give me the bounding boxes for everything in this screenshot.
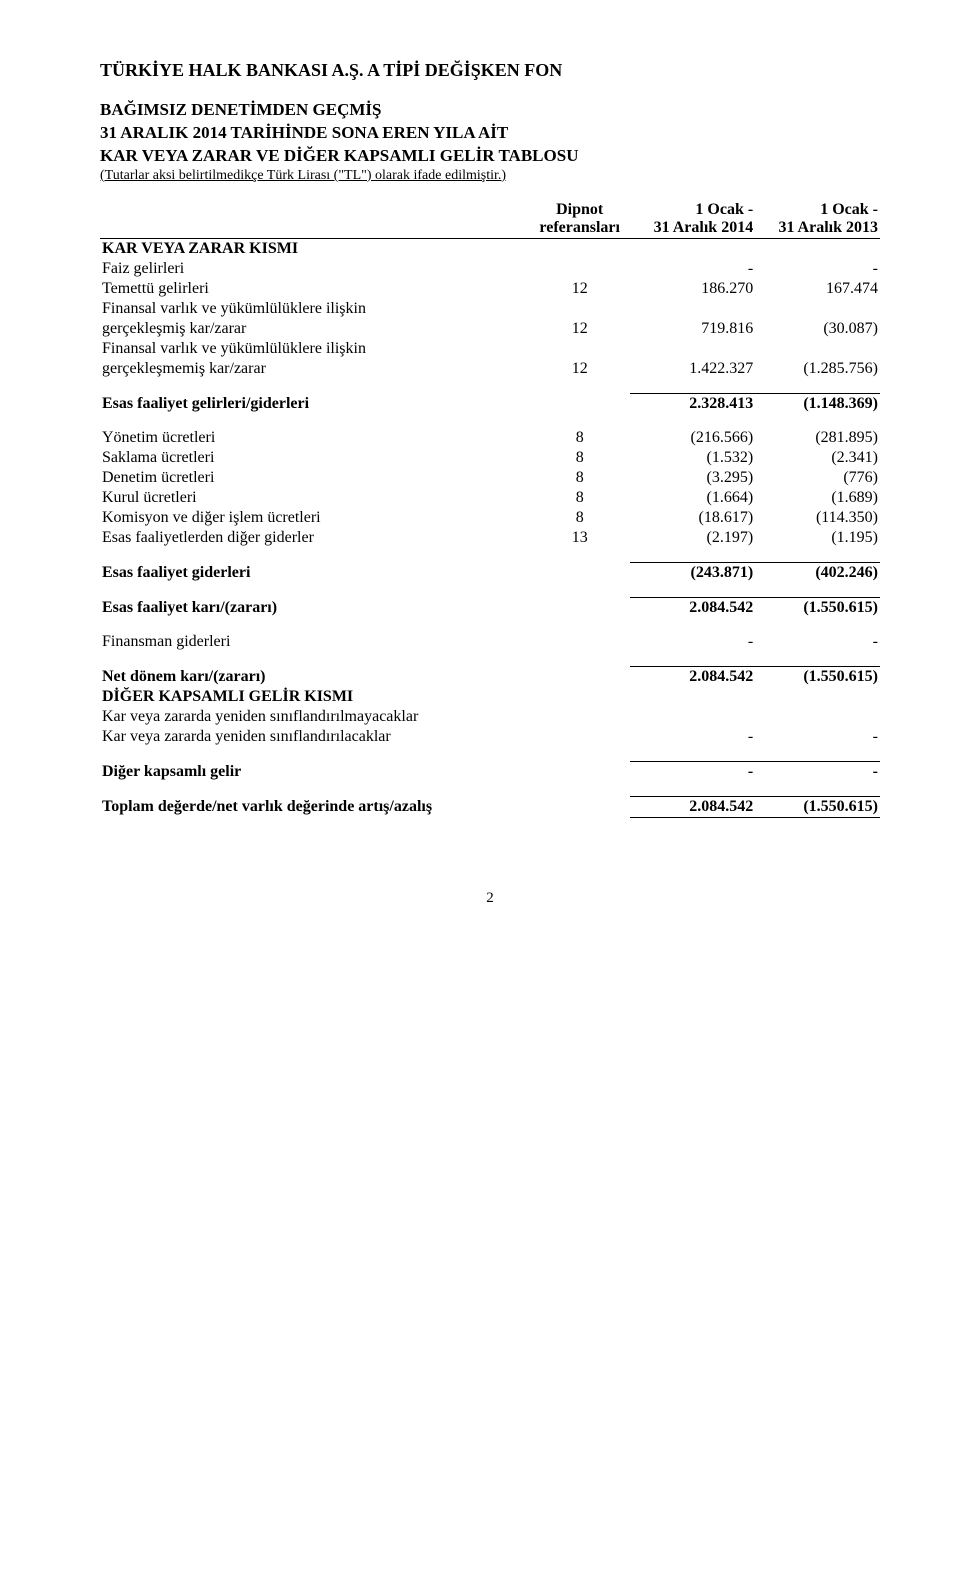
table-row: Esas faaliyetlerden diğer giderler 13 (2… xyxy=(100,528,880,548)
hdr-p2-l2: 31 Aralık 2013 xyxy=(778,219,878,236)
table-row: Kurul ücretleri 8 (1.664) (1.689) xyxy=(100,488,880,508)
table-row: Yönetim ücretleri 8 (216.566) (281.895) xyxy=(100,428,880,448)
hdr-ref-l1: Dipnot xyxy=(556,201,603,218)
report-title: BAĞIMSIZ DENETİMDEN GEÇMİŞ 31 ARALIK 201… xyxy=(100,99,880,168)
hdr-ref-l2: referansları xyxy=(539,219,620,236)
table-row: Saklama ücretleri 8 (1.532) (2.341) xyxy=(100,448,880,468)
title-line-2: 31 ARALIK 2014 TARİHİNDE SONA EREN YILA … xyxy=(100,122,880,145)
title-line-1: BAĞIMSIZ DENETİMDEN GEÇMİŞ xyxy=(100,99,880,122)
subtitle-note: (Tutarlar aksi belirtilmedikçe Türk Lira… xyxy=(100,168,880,184)
section-pl-title: KAR VEYA ZARAR KISMI xyxy=(100,238,880,259)
subtotal-row: Esas faaliyet karı/(zararı) 2.084.542 (1… xyxy=(100,597,880,618)
title-line-3: KAR VEYA ZARAR VE DİĞER KAPSAMLI GELİR T… xyxy=(100,145,880,168)
subtotal-row: Diğer kapsamlı gelir - - xyxy=(100,761,880,782)
table-row: Denetim ücretleri 8 (3.295) (776) xyxy=(100,468,880,488)
table-row: gerçekleşmiş kar/zarar 12 719.816 (30.08… xyxy=(100,319,880,339)
table-row: Temettü gelirleri 12 186.270 167.474 xyxy=(100,279,880,299)
table-row: Finansal varlık ve yükümlülüklere ilişki… xyxy=(100,339,880,359)
subtotal-row: Esas faaliyet giderleri (243.871) (402.2… xyxy=(100,562,880,583)
grand-total-row: Toplam değerde/net varlık değerinde artı… xyxy=(100,796,880,817)
table-row: Kar veya zararda yeniden sınıflandırılma… xyxy=(100,707,880,727)
total-row: Net dönem karı/(zararı) 2.084.542 (1.550… xyxy=(100,666,880,687)
page-number: 2 xyxy=(100,890,880,907)
table-header-row: Dipnot referansları 1 Ocak - 31 Aralık 2… xyxy=(100,200,880,239)
table-row: Finansman giderleri - - xyxy=(100,632,880,652)
table-row: Komisyon ve diğer işlem ücretleri 8 (18.… xyxy=(100,508,880,528)
income-statement-table: Dipnot referansları 1 Ocak - 31 Aralık 2… xyxy=(100,200,880,820)
subtotal-row: Esas faaliyet gelirleri/giderleri 2.328.… xyxy=(100,393,880,414)
hdr-p1-l1: 1 Ocak - xyxy=(695,201,753,218)
section-oci-title: DİĞER KAPSAMLI GELİR KISMI xyxy=(100,687,880,707)
hdr-p2-l1: 1 Ocak - xyxy=(820,201,878,218)
table-row: Kar veya zararda yeniden sınıflandırılac… xyxy=(100,727,880,747)
table-row: Finansal varlık ve yükümlülüklere ilişki… xyxy=(100,299,880,319)
table-row: Faiz gelirleri - - xyxy=(100,259,880,279)
table-row: gerçekleşmemiş kar/zarar 12 1.422.327 (1… xyxy=(100,359,880,379)
company-name: TÜRKİYE HALK BANKASI A.Ş. A TİPİ DEĞİŞKE… xyxy=(100,60,880,81)
hdr-p1-l2: 31 Aralık 2014 xyxy=(654,219,754,236)
